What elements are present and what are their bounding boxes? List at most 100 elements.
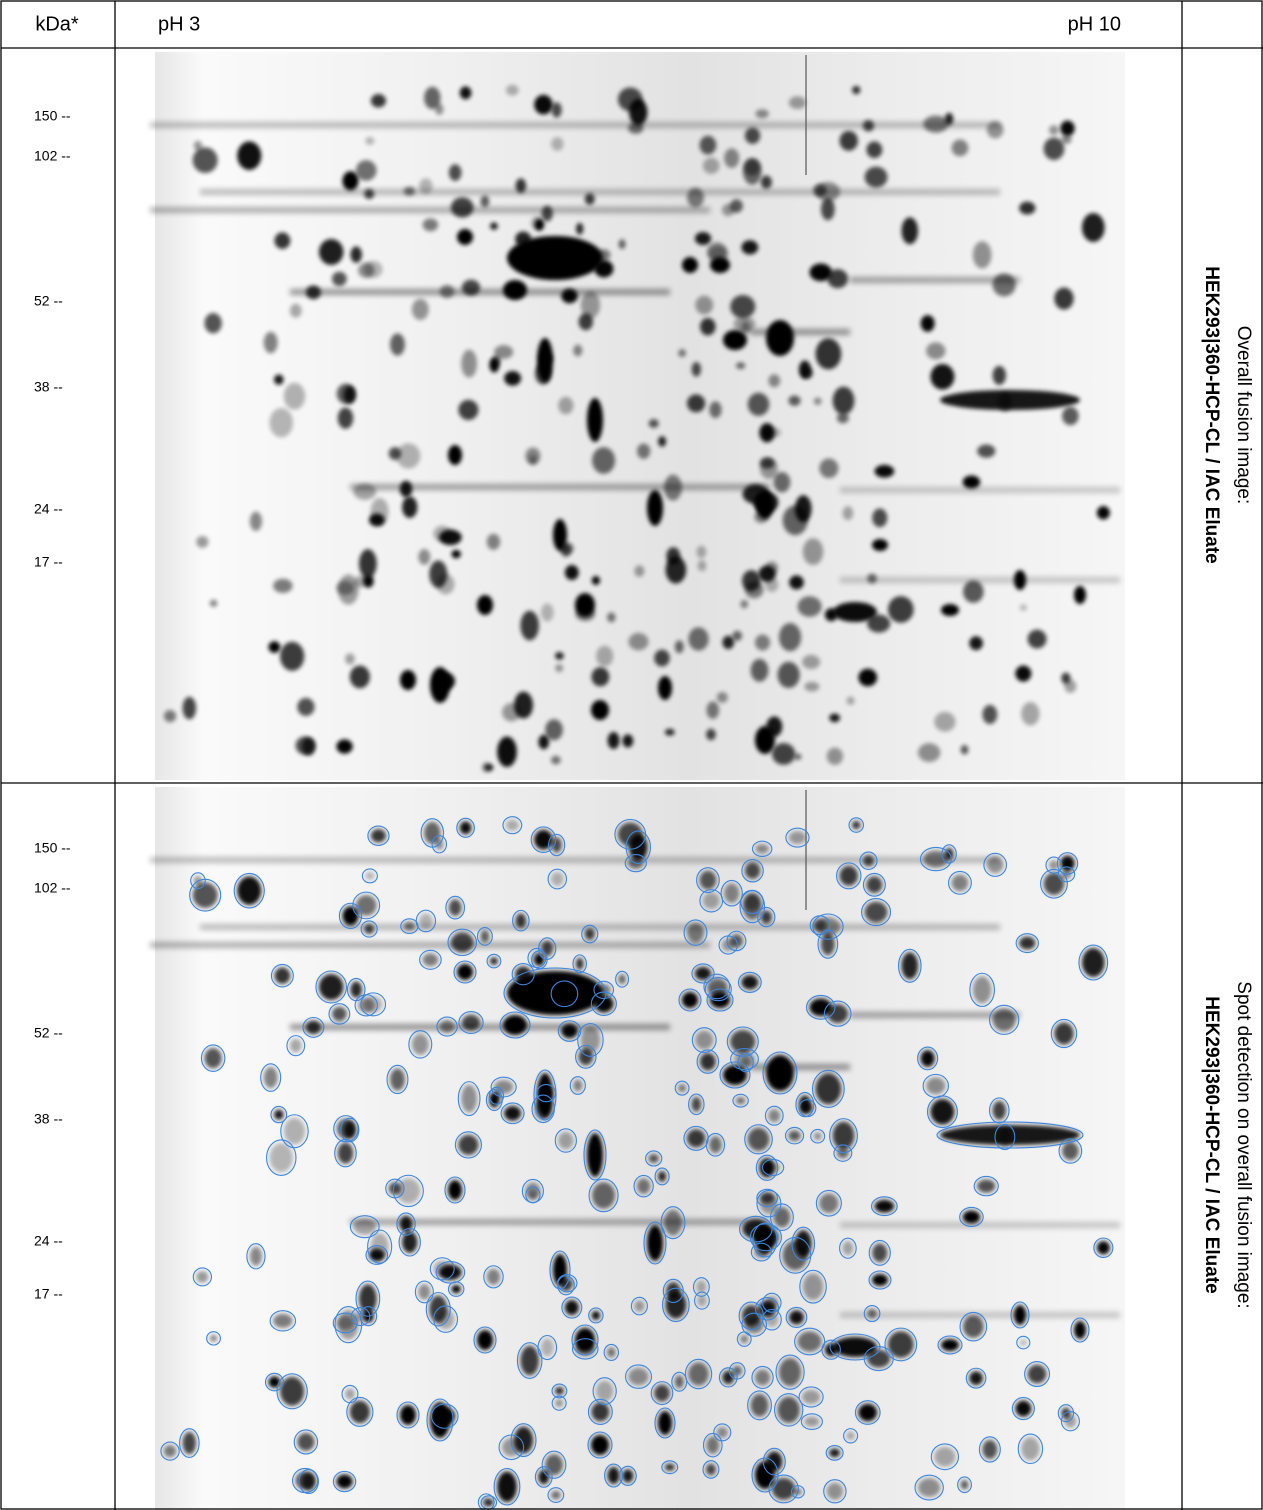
- gel-spot: [773, 471, 791, 493]
- gel-spot: [553, 519, 567, 551]
- gel-spot: [297, 1432, 315, 1451]
- gel-spot: [788, 831, 807, 845]
- spot-outline: [425, 1291, 451, 1327]
- spot-outline: [761, 1308, 782, 1331]
- gel-spot: [458, 399, 479, 421]
- spot-outline: [825, 1444, 844, 1461]
- spot-outline: [683, 1125, 709, 1151]
- gel-spot: [580, 291, 601, 319]
- gel-spot: [962, 475, 981, 489]
- gel-spot: [591, 1402, 610, 1422]
- gel-spot: [706, 242, 727, 261]
- gel-spot: [1081, 213, 1105, 243]
- spot-outline: [978, 1436, 1001, 1463]
- gel-spot: [1054, 287, 1074, 310]
- spot-outline: [530, 826, 557, 854]
- gel-spot: [596, 1380, 614, 1402]
- gel-spot: [545, 719, 563, 741]
- gel-spot: [439, 1264, 462, 1281]
- gel-spot: [607, 732, 620, 749]
- gel-spot: [505, 84, 519, 96]
- gel-spot: [735, 362, 746, 370]
- spot-outline: [1011, 1396, 1035, 1421]
- spot-outline: [516, 1342, 543, 1379]
- spot-outline: [551, 1395, 567, 1411]
- gel-spot: [505, 819, 519, 831]
- spot-outline: [775, 1354, 805, 1390]
- spot-outline: [355, 1280, 381, 1317]
- spot-outline: [333, 1115, 359, 1143]
- gel-spot: [575, 222, 584, 235]
- spot-outline: [419, 949, 442, 970]
- spot-outline: [790, 1485, 805, 1499]
- gel-spot: [797, 596, 822, 617]
- gel-spot: [558, 1131, 574, 1150]
- spot-outlines: [160, 816, 1114, 1510]
- spot-outline: [615, 970, 630, 988]
- gel-spot: [724, 883, 740, 903]
- spot-outline: [246, 1243, 266, 1270]
- spot-outline: [761, 1158, 785, 1177]
- gel-spot: [555, 664, 564, 673]
- gel-spot: [622, 734, 634, 748]
- spot-outline: [919, 846, 952, 872]
- spot-outline: [736, 1331, 752, 1347]
- gel-spot: [765, 1312, 779, 1327]
- gel-spot: [305, 1020, 321, 1035]
- spot-outline: [433, 1305, 459, 1333]
- gel-spot: [370, 94, 387, 108]
- spot-outline: [270, 1105, 288, 1124]
- gel-spot: [709, 401, 722, 419]
- gel-band: [850, 1012, 1020, 1018]
- gel-spot: [263, 1066, 278, 1089]
- spot-outline: [863, 1305, 881, 1323]
- gel-spot: [678, 349, 686, 358]
- spot-outline: [829, 1333, 881, 1361]
- gel-spot: [687, 922, 704, 943]
- gel-spot: [457, 964, 473, 980]
- spot-outline: [718, 935, 738, 955]
- gel-spot: [1062, 406, 1079, 426]
- gel-spot: [343, 1121, 356, 1139]
- gel-spot: [846, 696, 855, 705]
- gel-spot: [534, 94, 553, 115]
- gel-spot: [551, 137, 564, 151]
- spot-outline: [334, 1305, 363, 1344]
- gel-spot: [555, 1387, 564, 1395]
- gel-spot: [422, 218, 439, 232]
- gel-spot: [418, 549, 431, 565]
- gel-spot: [1054, 1022, 1074, 1045]
- spot-outline: [458, 1011, 484, 1034]
- gel-spot: [732, 1365, 743, 1376]
- gel-spot: [439, 529, 462, 546]
- gel-spot: [1019, 936, 1036, 950]
- spot-outline: [988, 1004, 1020, 1035]
- gel-spot: [674, 640, 684, 654]
- spot-outline: [1016, 1335, 1031, 1350]
- gel-spot: [740, 599, 749, 609]
- gel-spot: [839, 865, 858, 886]
- gel-spot: [777, 1396, 800, 1424]
- spot-outline: [696, 867, 720, 894]
- gel-spot: [771, 743, 796, 765]
- spot-outline: [930, 1443, 960, 1471]
- spot-outline: [762, 1447, 786, 1476]
- spot-outline: [525, 1186, 541, 1204]
- spot-outline: [969, 972, 996, 1008]
- gel-spot: [490, 957, 498, 965]
- row-label: Overall fusion image:: [1233, 326, 1254, 504]
- gel-spot: [754, 1369, 771, 1386]
- gel-spot: [318, 973, 344, 1000]
- gel-spot: [798, 1095, 811, 1114]
- gel-spot: [809, 263, 832, 282]
- gel-spot: [364, 188, 375, 200]
- gel-spot: [969, 1371, 983, 1386]
- spot-outline: [752, 1222, 778, 1258]
- spot-outline: [603, 1343, 620, 1361]
- gel-spot: [664, 1209, 682, 1236]
- spot-outline: [547, 868, 568, 890]
- spot-outline: [795, 1091, 815, 1118]
- gel-spot: [439, 285, 455, 299]
- gel-spot: [709, 1136, 722, 1154]
- gel-spot: [744, 127, 761, 144]
